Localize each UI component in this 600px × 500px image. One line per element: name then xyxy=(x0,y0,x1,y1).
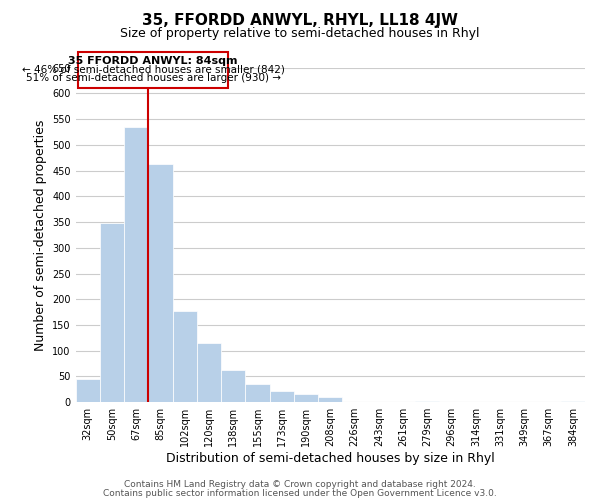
Bar xyxy=(197,343,221,402)
Bar xyxy=(294,394,318,402)
Bar xyxy=(561,401,585,402)
Bar xyxy=(124,127,148,402)
Text: Size of property relative to semi-detached houses in Rhyl: Size of property relative to semi-detach… xyxy=(120,28,480,40)
Text: ← 46% of semi-detached houses are smaller (842): ← 46% of semi-detached houses are smalle… xyxy=(22,64,284,74)
Text: 51% of semi-detached houses are larger (930) →: 51% of semi-detached houses are larger (… xyxy=(26,73,281,83)
Bar xyxy=(245,384,269,402)
Bar xyxy=(269,391,294,402)
Bar xyxy=(221,370,245,402)
Bar xyxy=(173,310,197,402)
X-axis label: Distribution of semi-detached houses by size in Rhyl: Distribution of semi-detached houses by … xyxy=(166,452,494,465)
Text: 35, FFORDD ANWYL, RHYL, LL18 4JW: 35, FFORDD ANWYL, RHYL, LL18 4JW xyxy=(142,12,458,28)
Bar xyxy=(76,378,100,402)
Text: 35 FFORDD ANWYL: 84sqm: 35 FFORDD ANWYL: 84sqm xyxy=(68,56,238,66)
Text: Contains HM Land Registry data © Crown copyright and database right 2024.: Contains HM Land Registry data © Crown c… xyxy=(124,480,476,489)
Bar xyxy=(318,397,343,402)
Bar xyxy=(148,164,173,402)
FancyBboxPatch shape xyxy=(78,52,229,88)
Bar xyxy=(100,222,124,402)
Bar xyxy=(415,400,439,402)
Text: Contains public sector information licensed under the Open Government Licence v3: Contains public sector information licen… xyxy=(103,489,497,498)
Y-axis label: Number of semi-detached properties: Number of semi-detached properties xyxy=(34,120,47,350)
